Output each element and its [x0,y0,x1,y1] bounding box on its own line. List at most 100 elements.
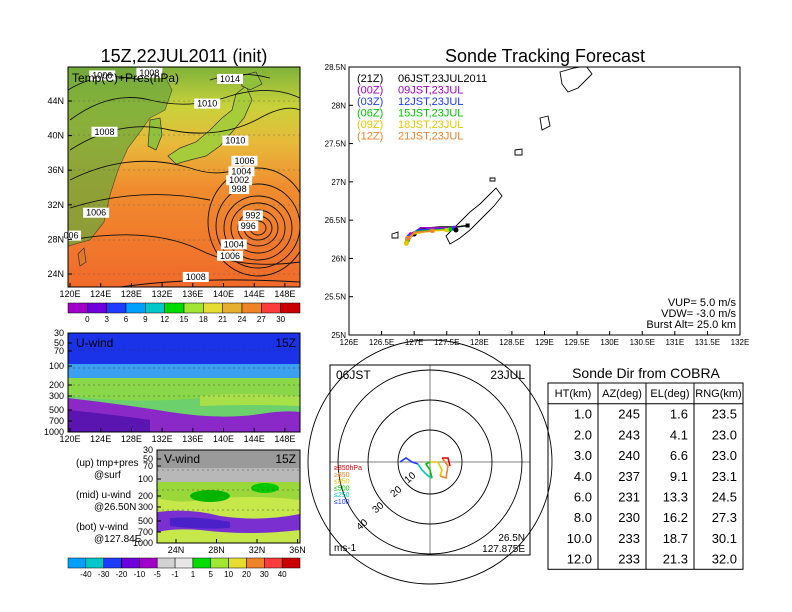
track-legend-time: 21JST,23JUL [398,131,463,143]
v-wind-ytick-label: 100 [138,474,153,484]
wind-colorbar-label: 5 [209,570,214,579]
table-header-cell: EL(deg) [650,388,689,400]
track-xtick-label: 128E [470,338,489,347]
okinawa-island [445,187,503,245]
track-legend-time: 12JST,23JUL [398,96,463,108]
polar-time-label: 06JST [336,368,371,382]
table-cell: 3.0 [574,448,592,463]
v-wind-ytick-label: 500 [138,516,153,526]
u-wind-ytick-label: 300 [49,391,64,401]
v-wind-ytick-label: 200 [138,491,153,501]
table-cell: 240 [618,448,640,463]
temp-colorbar-swatch [87,302,107,314]
track-legend-code: (03Z) [357,96,383,108]
map-xtick-label: 128E [121,289,142,299]
wind-colorbar-swatch [156,557,176,569]
track-xtick-label: 132E [731,338,750,347]
table-cell: 230 [618,510,640,525]
table-cell: 2.0 [574,427,592,442]
v-wind-xtick-label: 28N [208,545,225,555]
track-ytick-label: 25N [331,331,346,340]
table-cell: 23.5 [712,407,737,422]
kume-island [391,231,399,239]
pressure-contour-label: 1006 [92,70,112,80]
temp-colorbar-label: 6 [124,315,129,324]
map-ytick-label: 24N [47,269,64,279]
wind-colorbar-label: 40 [278,570,287,579]
map-ytick-label: 36N [47,165,64,175]
track-ytick-label: 27N [331,178,346,187]
table-cell: 243 [618,427,640,442]
map-ytick-label: 32N [47,200,64,210]
temp-colorbar-swatch [183,302,204,314]
wind-colorbar-swatch [103,557,122,569]
temp-colorbar-label: 15 [180,315,189,324]
track-legend-code: (12Z) [357,131,383,143]
wind-colorbar-label: -1 [172,570,180,579]
wind-colorbar-label: -40 [80,570,92,579]
sonde-launch-point [451,226,456,231]
pressure-contour-label: 1010 [225,136,245,146]
track-legend-time: 09JST,23JUL [398,85,463,97]
wind-colorbar-swatch [121,557,140,569]
sonde-launch-point [430,228,435,233]
track-xtick-label: 127.5E [434,338,459,347]
polar-location-lat: 26.5N [498,533,525,544]
track-legend-code: (00Z) [357,85,383,97]
table-cell: 237 [618,469,640,484]
temp-pressure-map: 1006 100810141010100810101006100410029981… [47,66,301,324]
table-cell: 16.2 [663,510,688,525]
track-ytick-label: 26N [331,254,346,263]
v-wind-time: 15Z [275,452,296,466]
wind-colorbar-label: 30 [260,570,269,579]
u-wind-xtick-label: 136E [182,434,203,444]
table-cell: 231 [618,490,640,505]
table-title: Sonde Dir from COBRA [572,365,720,381]
pressure-level-legend: ≥850 [334,472,350,479]
panel-notes: (up) tmp+pres@surf (mid) u-wind@26.50N (bo… [76,458,142,545]
u-wind-xtick-label: 128E [121,434,142,444]
table-cell: 245 [618,407,640,422]
table-header-cell: AZ(deg) [602,388,642,400]
v-wind-ytick-label: 50 [143,454,153,464]
temp-colorbar-label: 21 [218,315,227,324]
wind-colorbar-swatch [139,557,158,569]
left-title: 15Z,22JUL2011 (init) [101,46,268,66]
table-cell: 9.1 [670,469,688,484]
table-cell: 30.1 [712,531,737,546]
u-wind-label: U-wind [76,336,113,350]
map-xtick-label: 124E [90,289,111,299]
wind-colorbar-swatch [192,557,212,569]
track-xtick-label: 129.5E [564,338,589,347]
wind-colorbar-swatch [228,557,247,569]
u-wind-time: 15Z [275,336,296,350]
table-cell: 21.3 [663,552,688,567]
temp-colorbar-label: 30 [276,315,285,324]
table-header-cell: RNG(km) [695,388,741,400]
wind-colorbar-label: 10 [224,570,233,579]
launch-parameter: VUP= 5.0 m/s [668,297,737,309]
u-wind-xtick-label: 132E [152,434,173,444]
tokunoshima-island [539,115,551,131]
note-line: (mid) u-wind [76,490,131,501]
table-cell: 6.0 [574,490,592,505]
pressure-contour-label: 992 [245,210,260,220]
note-line: (up) tmp+pres [76,458,139,469]
temp-colorbar-label: 18 [199,315,208,324]
wind-colorbar-label: 1 [191,570,196,579]
temp-colorbar-label: 0 [85,315,90,324]
wind-colorbar-label: -30 [98,570,110,579]
temp-colorbar-swatch [241,302,262,314]
pressure-contour-label: 998 [232,184,247,194]
pressure-contour-label: 1010 [197,99,217,109]
u-wind-ytick-label: 700 [49,416,64,426]
v-wind-ytick-label: 1000 [133,538,153,548]
pressure-level-legend: ≤100 [334,499,350,506]
table-cell: 1.0 [574,407,592,422]
launch-parameter: VDW= -3.0 m/s [661,308,736,320]
v-wind-ytick-label: 300 [138,502,153,512]
track-xtick-label: 129E [535,338,554,347]
map-xtick-label: 144E [244,289,265,299]
track-legend-time: 15JST,23JUL [398,108,463,120]
